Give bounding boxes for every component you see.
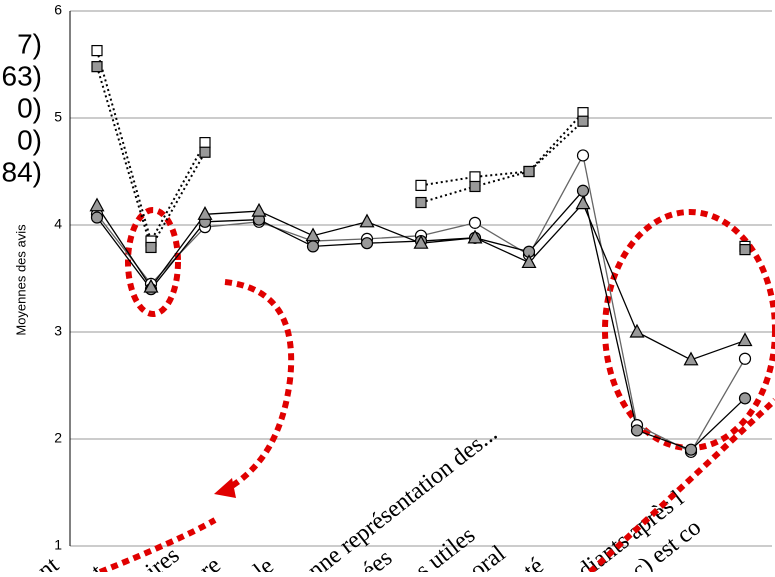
marker <box>684 443 698 456</box>
legend-label: 84) <box>2 156 42 187</box>
marker <box>197 206 213 220</box>
marker <box>305 227 321 242</box>
series-line <box>97 51 745 247</box>
marker <box>469 180 481 193</box>
x-tick-label: nt <box>33 552 64 572</box>
marker <box>577 115 589 127</box>
marker <box>306 240 320 253</box>
marker <box>738 392 752 405</box>
marker <box>199 137 211 149</box>
marker <box>415 179 427 192</box>
y-tick-label: 5 <box>54 109 62 125</box>
marker <box>469 171 481 183</box>
marker <box>683 351 699 366</box>
marker <box>575 195 591 210</box>
marker <box>91 44 103 57</box>
x-tick-label: té <box>519 553 549 572</box>
x-tick-label: le <box>249 553 279 572</box>
marker <box>143 278 159 293</box>
y-tick-label: 4 <box>54 216 62 232</box>
marker <box>199 146 211 158</box>
marker <box>467 229 483 244</box>
y-tick-label: 3 <box>54 323 62 339</box>
y-tick-label: 2 <box>54 430 62 446</box>
marker <box>415 196 427 209</box>
legend-label: 7) <box>17 28 42 59</box>
marker <box>738 352 752 365</box>
annotation-arrow <box>587 397 775 575</box>
legend-label: 0) <box>17 124 42 155</box>
marker <box>413 234 429 249</box>
x-tick-label: re <box>195 552 226 572</box>
y-tick-label: 1 <box>54 537 62 553</box>
annotation-arrow <box>223 279 295 493</box>
marker <box>360 237 374 250</box>
marker <box>91 61 103 73</box>
annotation-arrow <box>98 517 217 575</box>
marker <box>576 184 590 197</box>
series-line <box>97 67 745 250</box>
marker <box>145 241 157 254</box>
marker <box>468 216 482 229</box>
x-tick-label: ires <box>141 542 184 572</box>
marker <box>90 211 104 224</box>
x-tick-label: nne représentation des... <box>303 420 502 572</box>
marker <box>630 424 644 437</box>
arrow-head <box>214 478 236 498</box>
marker <box>89 197 105 212</box>
highlight-ellipse <box>125 207 181 317</box>
legend-label: 0) <box>17 92 42 123</box>
y-tick-label: 6 <box>54 2 62 18</box>
marker <box>359 213 375 228</box>
marker <box>251 202 267 217</box>
marker <box>629 323 645 338</box>
legend-label: 63) <box>2 60 42 91</box>
marker <box>737 332 753 347</box>
marker <box>521 254 537 269</box>
marker <box>576 149 590 162</box>
marker <box>739 244 751 256</box>
y-axis-label: Moyennes des avis <box>13 224 28 336</box>
marker <box>523 165 535 178</box>
